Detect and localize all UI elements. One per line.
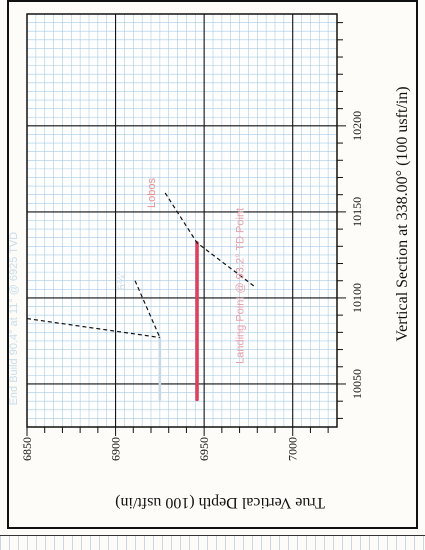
annotation-layer: End Build 90.4° at 11° @ 6925 TVD 6¾" Lobo…	[8, 177, 255, 406]
annotation-label: Lobos	[146, 177, 158, 207]
x-tick-label: 10150	[350, 197, 364, 227]
y-tick-label: 6900	[109, 437, 123, 461]
plot-border	[26, 13, 338, 428]
leader-line	[26, 317, 160, 339]
x-tick-label: 10200	[350, 111, 364, 141]
y-tick-label: 7000	[286, 437, 300, 461]
series-layer	[158, 241, 199, 402]
annotation-label: 6¾"	[116, 271, 128, 290]
leader-line	[134, 280, 161, 338]
x-tick-label: 10050	[350, 369, 364, 399]
annotation-label: End Build 90.4° at 11° @ 6925 TVD	[8, 232, 20, 406]
y-tick-label: 6950	[197, 437, 211, 461]
grid-minor	[26, 13, 338, 427]
leader-line	[196, 242, 255, 287]
x-tick-label: 10100	[350, 283, 364, 313]
footer-strip	[0, 535, 425, 550]
y-axis-title: True Vertical Depth (100 usft/in)	[115, 494, 325, 511]
page-frame	[7, 0, 418, 529]
tick-layer: 6850 6900 6950 7000 10050 10100 10150 10200	[20, 22, 364, 461]
annotation-label: Landing Point @ 93.2° TD Point	[235, 208, 247, 364]
grid-major	[27, 14, 337, 427]
leader-line	[164, 192, 198, 244]
y-tick-label: 6850	[20, 437, 34, 461]
x-axis-title: Vertical Section at 338.00° (100 usft/in…	[394, 86, 411, 341]
